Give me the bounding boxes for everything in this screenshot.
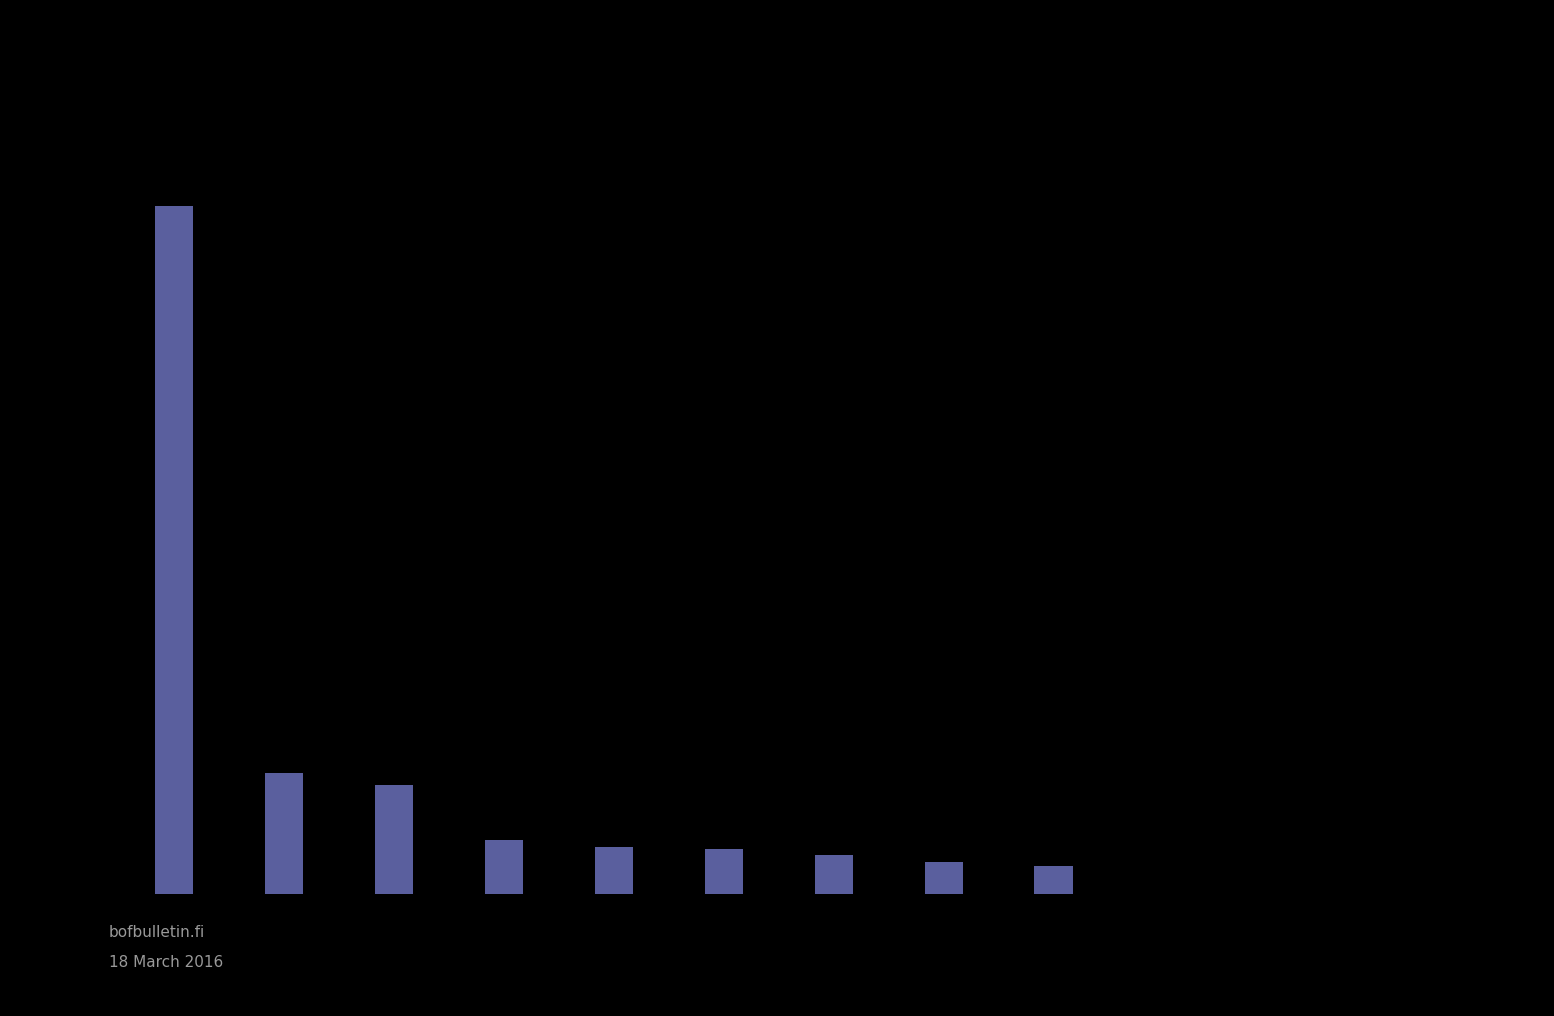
Bar [814,855,853,894]
Bar [155,206,193,894]
Bar [925,863,963,894]
Text: 18 March 2016: 18 March 2016 [109,955,224,970]
Bar [1035,866,1072,894]
Bar [704,848,743,894]
Text: bofbulletin.fi: bofbulletin.fi [109,925,205,940]
Bar [264,773,303,894]
Bar [595,847,632,894]
Bar [375,785,413,894]
Bar [485,840,524,894]
